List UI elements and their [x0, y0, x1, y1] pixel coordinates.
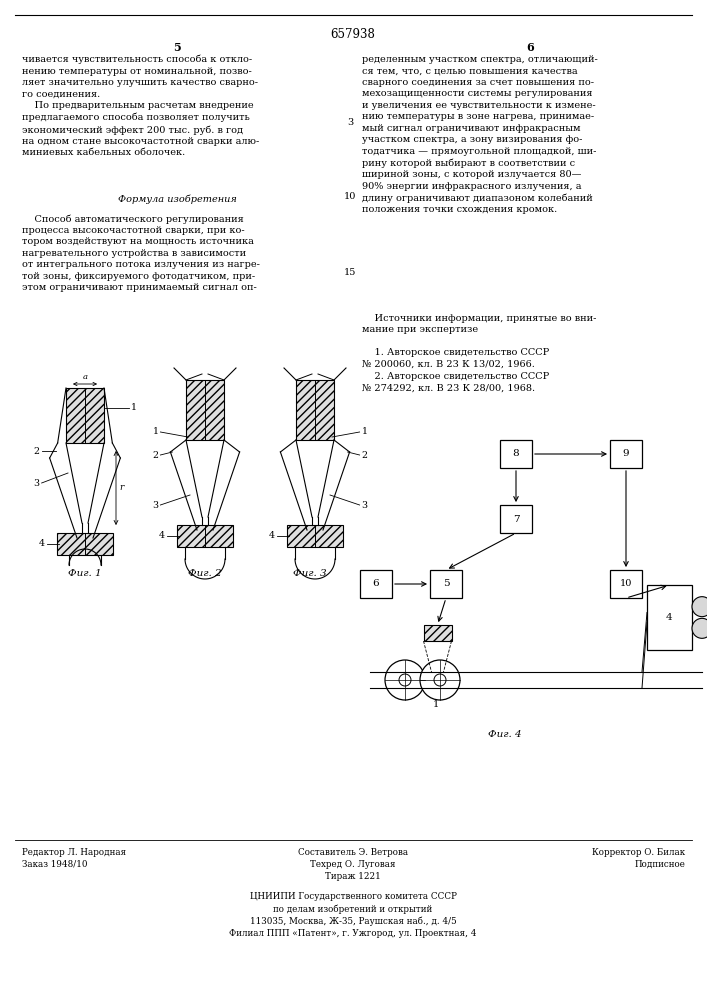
- Circle shape: [385, 660, 425, 700]
- Text: 3: 3: [152, 500, 158, 510]
- Text: 2: 2: [361, 450, 368, 460]
- Text: 2: 2: [153, 450, 158, 460]
- Text: 10: 10: [344, 192, 356, 201]
- Circle shape: [692, 597, 707, 617]
- Text: 1: 1: [131, 403, 137, 412]
- Text: 8: 8: [513, 450, 520, 458]
- Text: Редактор Л. Народная
Заказ 1948/10: Редактор Л. Народная Заказ 1948/10: [22, 848, 126, 869]
- Circle shape: [692, 618, 707, 638]
- Text: Фиг. 1: Фиг. 1: [68, 569, 102, 578]
- Text: 3: 3: [347, 118, 353, 127]
- Text: Фиг. 2: Фиг. 2: [188, 569, 222, 578]
- Text: 3: 3: [361, 500, 368, 510]
- Text: 4: 4: [666, 613, 673, 622]
- Text: Фиг. 3: Фиг. 3: [293, 569, 327, 578]
- Text: 9: 9: [623, 450, 629, 458]
- Text: 4: 4: [39, 540, 45, 548]
- Text: Фиг. 4: Фиг. 4: [489, 730, 522, 739]
- Text: 2: 2: [34, 446, 40, 456]
- Bar: [287, 525, 343, 547]
- Text: ределенным участком спектра, отличающий-
ся тем, что, с целью повышения качества: ределенным участком спектра, отличающий-…: [362, 55, 597, 214]
- Bar: [177, 525, 233, 547]
- Bar: [610, 570, 642, 598]
- Text: r: r: [119, 484, 123, 492]
- Bar: [423, 625, 452, 641]
- Text: чивается чувствительность способа к откло-
нению температуры от номинальной, поз: чивается чувствительность способа к откл…: [22, 55, 259, 157]
- Text: 6: 6: [373, 580, 380, 588]
- Text: 4: 4: [269, 532, 275, 540]
- Bar: [500, 505, 532, 533]
- Text: Формула изобретения: Формула изобретения: [117, 194, 236, 204]
- Text: 1: 1: [153, 428, 158, 436]
- Circle shape: [420, 660, 460, 700]
- Text: 1. Авторское свидетельство СССР
№ 200060, кл. В 23 К 13/02, 1966.: 1. Авторское свидетельство СССР № 200060…: [362, 348, 549, 368]
- Text: 7: 7: [513, 514, 520, 524]
- Text: 2. Авторское свидетельство СССР
№ 274292, кл. В 23 К 28/00, 1968.: 2. Авторское свидетельство СССР № 274292…: [362, 372, 549, 392]
- Text: Составитель Э. Ветрова
Техред О. Луговая
Тираж 1221: Составитель Э. Ветрова Техред О. Луговая…: [298, 848, 408, 881]
- Text: 1: 1: [361, 428, 368, 436]
- Bar: [647, 585, 692, 650]
- Text: Источники информации, принятые во вни-
мание при экспертизе: Источники информации, принятые во вни- м…: [362, 314, 597, 334]
- Bar: [500, 440, 532, 468]
- Text: 3: 3: [33, 479, 40, 488]
- Text: Способ автоматического регулирования
процесса высокочастотной сварки, при ко-
то: Способ автоматического регулирования про…: [22, 214, 260, 292]
- Text: 657938: 657938: [331, 28, 375, 41]
- Bar: [186, 380, 224, 440]
- Text: ЦНИИПИ Государственного комитета СССР
по делам изобретений и открытий
113035, Мо: ЦНИИПИ Государственного комитета СССР по…: [229, 892, 477, 938]
- Bar: [430, 570, 462, 598]
- Bar: [66, 388, 104, 443]
- Bar: [57, 533, 113, 555]
- Circle shape: [399, 674, 411, 686]
- Text: Корректор О. Билак
Подписное: Корректор О. Билак Подписное: [592, 848, 685, 869]
- Bar: [610, 440, 642, 468]
- Text: 10: 10: [620, 580, 632, 588]
- Text: 4: 4: [159, 532, 165, 540]
- Text: 6: 6: [526, 42, 534, 53]
- Bar: [360, 570, 392, 598]
- Bar: [296, 380, 334, 440]
- Text: 15: 15: [344, 268, 356, 277]
- Text: 5: 5: [173, 42, 181, 53]
- Text: 5: 5: [443, 580, 450, 588]
- Text: 1: 1: [433, 700, 438, 709]
- Circle shape: [434, 674, 446, 686]
- Text: a: a: [83, 373, 88, 381]
